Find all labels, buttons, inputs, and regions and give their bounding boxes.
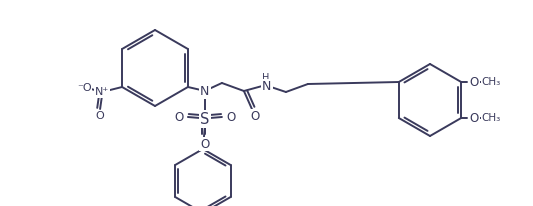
Text: N⁺: N⁺ bbox=[95, 87, 109, 97]
Text: O: O bbox=[251, 110, 260, 123]
Text: S: S bbox=[200, 111, 209, 126]
Text: N: N bbox=[262, 80, 272, 92]
Text: CH₃: CH₃ bbox=[481, 113, 501, 123]
Text: H: H bbox=[262, 73, 270, 83]
Text: CH₃: CH₃ bbox=[481, 77, 501, 87]
Text: O: O bbox=[227, 110, 236, 124]
Text: O: O bbox=[200, 137, 209, 151]
Text: O: O bbox=[470, 111, 479, 124]
Text: O: O bbox=[470, 76, 479, 89]
Text: ⁻O: ⁻O bbox=[77, 83, 91, 93]
Text: O: O bbox=[96, 111, 104, 121]
Text: N: N bbox=[200, 84, 209, 97]
Text: O: O bbox=[174, 110, 183, 124]
